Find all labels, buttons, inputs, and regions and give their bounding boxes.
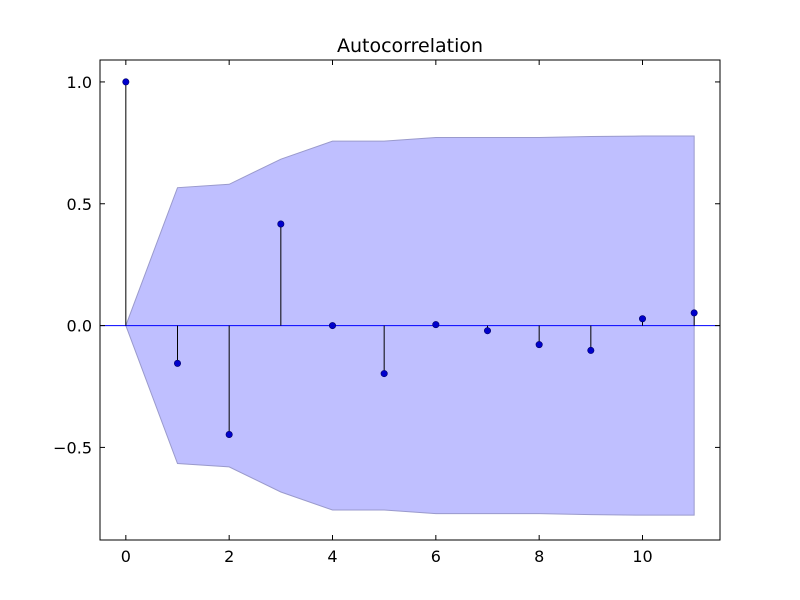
x-tick-label: 2	[224, 547, 234, 566]
y-axis: −0.5 0.0 0.5 1.0	[53, 73, 720, 457]
x-tick-label: 10	[632, 547, 652, 566]
acf-point-lag-11	[690, 309, 698, 317]
plot-frame	[99, 59, 721, 541]
acf-point-lag-6	[432, 321, 440, 329]
x-tick-label: 8	[534, 547, 544, 566]
acf-point-lag-3	[277, 220, 285, 228]
y-tick-label: 1.0	[67, 73, 92, 92]
x-tick-label: 4	[327, 547, 337, 566]
acf-point-lag-8	[535, 341, 543, 349]
acf-point-lag-7	[483, 327, 491, 335]
acf-point-lag-4	[328, 322, 336, 330]
y-tick-label: 0.5	[67, 195, 92, 214]
x-tick-label: 0	[121, 547, 131, 566]
acf-point-lag-10	[638, 315, 646, 323]
chart-title: Autocorrelation	[337, 35, 483, 57]
acf-point-lag-0	[122, 78, 130, 86]
acf-point-lag-1	[174, 359, 182, 367]
x-tick-label: 6	[431, 547, 441, 566]
acf-point-lag-2	[225, 430, 233, 438]
marker-layer	[122, 78, 698, 438]
x-axis: 0 2 4 6 8 10	[121, 60, 653, 566]
y-tick-label: −0.5	[53, 438, 92, 457]
acf-point-lag-5	[380, 370, 388, 378]
acf-point-lag-9	[587, 346, 595, 354]
y-tick-label: 0.0	[67, 317, 92, 336]
